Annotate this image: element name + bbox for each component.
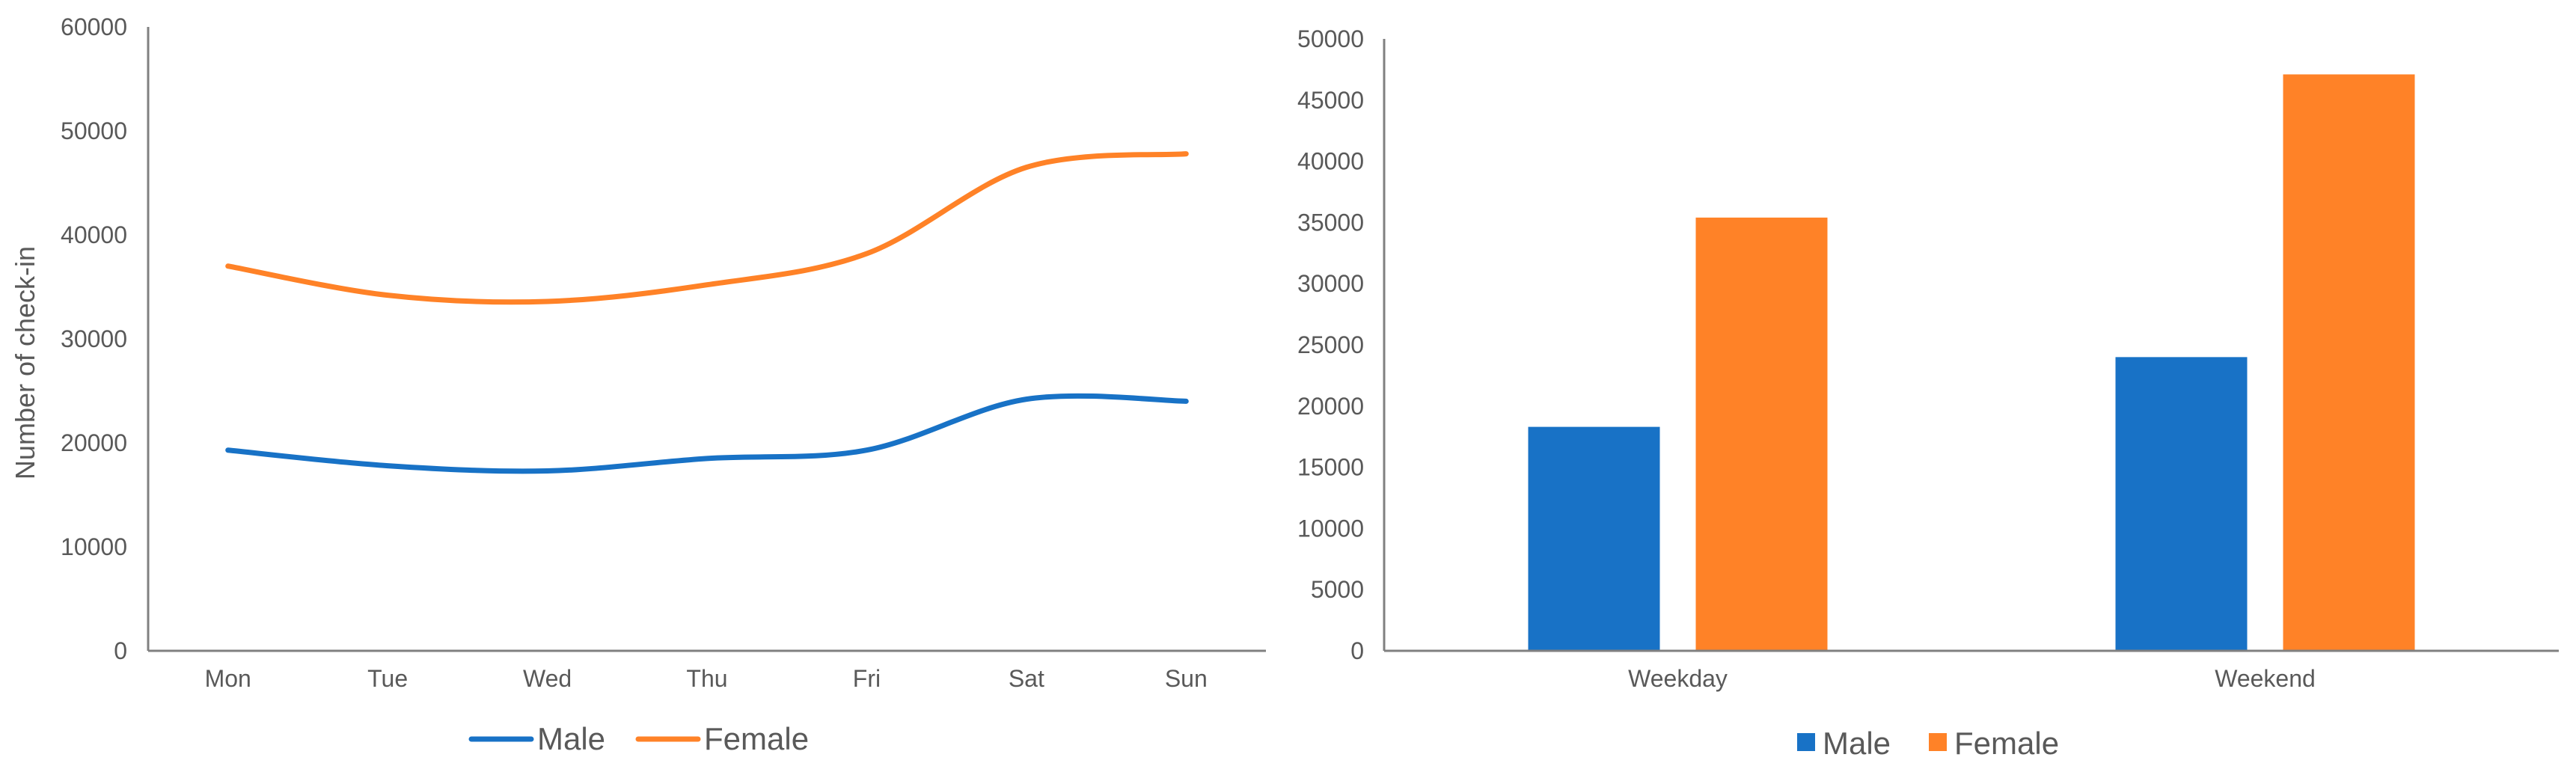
line-chart-y-tick-label: 20000 bbox=[61, 429, 127, 456]
bar-weekend-male bbox=[2115, 357, 2248, 651]
legend-swatch-male bbox=[1797, 733, 1815, 751]
line-chart-x-tick-label: Tue bbox=[367, 665, 408, 692]
bar-weekday-female bbox=[1695, 217, 1828, 652]
legend-label-female: Female bbox=[1954, 726, 2059, 761]
bar-chart-y-tick-label: 40000 bbox=[1297, 148, 1364, 175]
line-chart-y-ticks: 0 10000 20000 30000 40000 50000 60000 bbox=[61, 13, 127, 664]
line-chart-x-tick-label: Thu bbox=[686, 665, 727, 692]
bar-chart-x-ticks: Weekday Weekend bbox=[1628, 665, 2316, 692]
line-chart-legend: Male Female bbox=[468, 721, 809, 756]
line-chart-x-tick-label: Mon bbox=[205, 665, 251, 692]
line-chart-x-tick-label: Wed bbox=[523, 665, 572, 692]
line-chart-y-tick-label: 30000 bbox=[61, 325, 127, 352]
bar-chart-y-tick-label: 30000 bbox=[1297, 270, 1364, 297]
legend-swatch-female bbox=[1929, 733, 1947, 751]
line-chart-x-tick-label: Sun bbox=[1165, 665, 1208, 692]
bar-weekday-male bbox=[1528, 426, 1660, 651]
bar-chart: 0 5000 10000 15000 20000 25000 30000 35000 40000… bbox=[1297, 25, 2559, 761]
line-chart-y-tick-label: 40000 bbox=[61, 221, 127, 248]
line-series-male bbox=[225, 393, 1189, 474]
line-chart-y-tick-label: 0 bbox=[114, 637, 127, 664]
legend-label-male: Male bbox=[537, 721, 605, 756]
bar-chart-y-ticks: 0 5000 10000 15000 20000 25000 30000 35000 40000… bbox=[1297, 25, 1364, 664]
line-chart-y-tick-label: 10000 bbox=[61, 533, 127, 560]
bar-weekend-female bbox=[2283, 74, 2415, 652]
line-chart-y-tick-label: 60000 bbox=[61, 13, 127, 40]
bar-chart-legend: Male Female bbox=[1797, 726, 2059, 761]
legend-label-female: Female bbox=[704, 721, 809, 756]
bar-chart-y-tick-label: 5000 bbox=[1311, 576, 1364, 603]
bar-chart-x-tick-label: Weekend bbox=[2215, 665, 2316, 692]
bar-chart-y-tick-label: 10000 bbox=[1297, 515, 1364, 542]
bar-chart-bars bbox=[1528, 74, 2415, 652]
bar-chart-y-tick-label: 25000 bbox=[1297, 331, 1364, 358]
bar-chart-x-tick-label: Weekday bbox=[1628, 665, 1728, 692]
bar-chart-y-tick-label: 45000 bbox=[1297, 87, 1364, 114]
line-series-female bbox=[225, 151, 1189, 305]
line-chart-y-tick-label: 50000 bbox=[61, 117, 127, 144]
line-chart: 0 10000 20000 30000 40000 50000 60000 Mon Tue We… bbox=[10, 13, 1266, 756]
line-chart-x-tick-label: Sat bbox=[1009, 665, 1044, 692]
legend-label-male: Male bbox=[1823, 726, 1891, 761]
bar-chart-y-tick-label: 35000 bbox=[1297, 209, 1364, 236]
bar-chart-y-tick-label: 15000 bbox=[1297, 454, 1364, 481]
bar-chart-y-tick-label: 20000 bbox=[1297, 393, 1364, 420]
line-chart-series bbox=[225, 151, 1189, 474]
line-chart-y-axis-title: Number of check-in bbox=[10, 246, 40, 480]
line-chart-x-tick-label: Fri bbox=[853, 665, 881, 692]
bar-chart-y-tick-label: 50000 bbox=[1297, 25, 1364, 52]
line-chart-x-ticks: Mon Tue Wed Thu Fri Sat Sun bbox=[205, 665, 1208, 692]
bar-chart-y-tick-label: 0 bbox=[1350, 637, 1364, 664]
